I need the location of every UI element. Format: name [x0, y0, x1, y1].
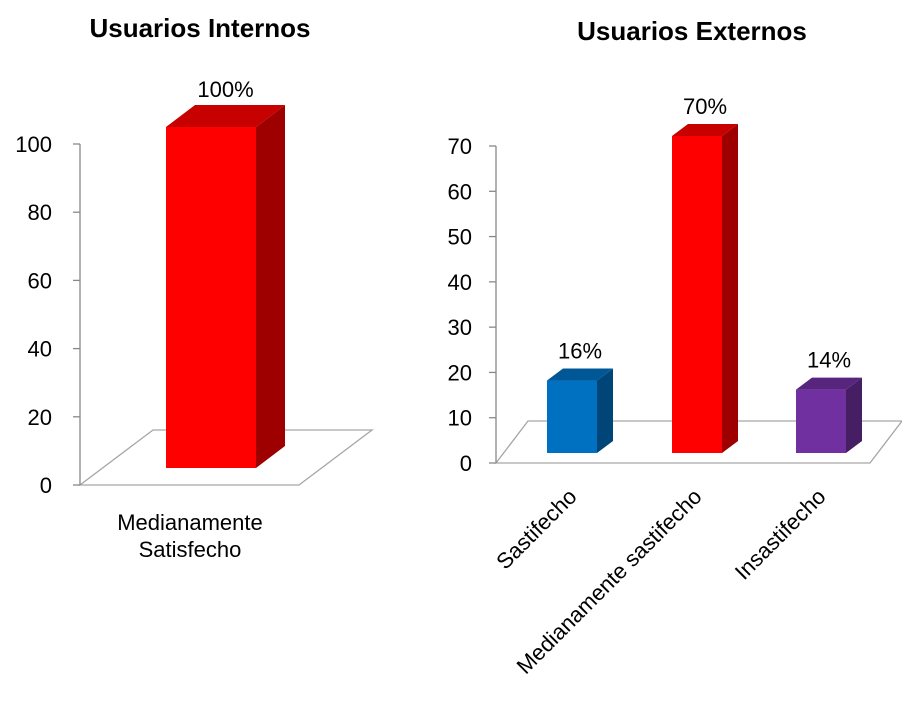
- chart-usuarios-externos: Usuarios Externos 0 10 20 30 40 50 60 70 16% 70%…: [448, 16, 902, 679]
- bar-top: [166, 105, 285, 127]
- chart-title: Usuarios Externos: [577, 16, 807, 46]
- bar-front: [672, 136, 722, 453]
- bar-top: [672, 124, 738, 136]
- y-tick-label: 40: [448, 270, 472, 295]
- category-label-line: Medianamente: [117, 510, 263, 535]
- y-tick-label: 10: [448, 406, 472, 431]
- data-labels: 100%: [197, 77, 253, 102]
- bar-side: [722, 124, 738, 453]
- category-labels: Medianamente Satisfecho: [117, 510, 263, 562]
- bar-side: [256, 105, 285, 468]
- bars: [547, 124, 862, 453]
- y-tick-labels: 0 10 20 30 40 50 60 70: [448, 134, 496, 476]
- y-tick-label: 70: [448, 134, 472, 159]
- y-tick-label: 60: [28, 268, 52, 293]
- data-label: 70%: [683, 94, 727, 119]
- y-tick-label: 40: [28, 337, 52, 362]
- chart-title: Usuarios Internos: [89, 13, 310, 43]
- bar-top: [796, 377, 862, 390]
- y-tick-labels: 0 20 40 60 80 100: [15, 132, 80, 498]
- chart-floor: [494, 420, 902, 464]
- bar-side: [597, 368, 613, 453]
- data-label: 16%: [558, 339, 602, 364]
- bar: [166, 105, 285, 468]
- data-label: 14%: [807, 348, 851, 373]
- bar: [547, 368, 613, 453]
- y-tick-label: 80: [28, 200, 52, 225]
- category-label: Sastifecho: [491, 484, 581, 574]
- bar-front: [166, 127, 256, 468]
- bar: [672, 124, 738, 453]
- category-label: Insastifecho: [730, 484, 831, 585]
- bar-front: [547, 380, 597, 453]
- y-tick-label: 0: [40, 473, 52, 498]
- y-tick-label: 50: [448, 225, 472, 250]
- data-label: 100%: [197, 77, 253, 102]
- data-labels: 16% 70% 14%: [558, 94, 851, 373]
- y-tick-label: 20: [448, 360, 472, 385]
- bar: [796, 377, 862, 453]
- bars: [166, 105, 285, 468]
- y-tick-label: 0: [460, 451, 472, 476]
- chart-floor: [78, 429, 374, 486]
- y-tick-label: 30: [448, 315, 472, 340]
- y-tick-label: 100: [15, 132, 52, 157]
- bar-front: [796, 389, 846, 453]
- category-label-line: Satisfecho: [139, 537, 242, 562]
- category-label: Medianamente Satisfecho: [117, 510, 263, 562]
- y-tick-label: 20: [28, 405, 52, 430]
- bar-top: [547, 368, 613, 381]
- y-tick-label: 60: [448, 179, 472, 204]
- bar-side: [846, 377, 862, 453]
- chart-usuarios-internos: Usuarios Internos 0 20 40 60 80 100 100% Medi…: [15, 13, 374, 562]
